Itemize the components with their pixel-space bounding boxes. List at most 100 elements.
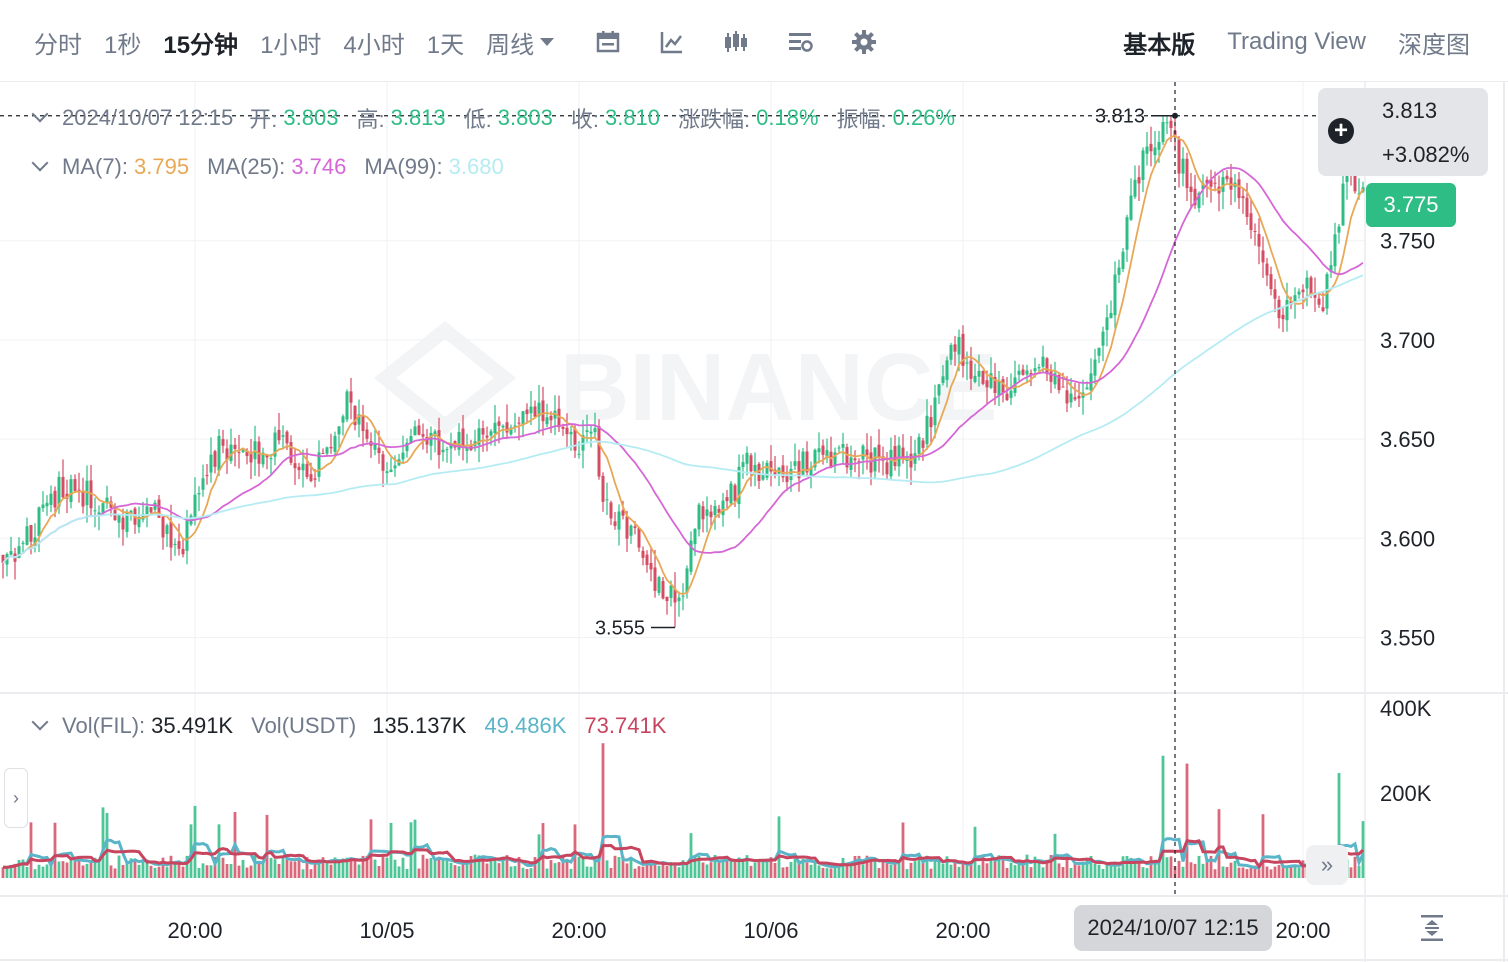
volume-bar (489, 857, 493, 878)
scroll-to-latest-button[interactable]: » (1306, 845, 1348, 885)
vol-fil-label: Vol(FIL): (62, 713, 146, 738)
candle-body (1117, 267, 1121, 275)
candle-body (649, 562, 653, 570)
volume-bar (913, 861, 917, 878)
gear-icon[interactable] (850, 28, 878, 56)
candle-type-icon[interactable] (722, 28, 750, 56)
volume-bar (1245, 869, 1249, 878)
candle-body (289, 442, 293, 463)
candle-body (529, 406, 533, 414)
candle-body (1085, 387, 1089, 390)
volume-bar (877, 868, 881, 878)
candle-body (169, 521, 173, 548)
volume-bar (757, 859, 761, 878)
volume-bar (1293, 864, 1297, 878)
volume-bar (1185, 763, 1189, 878)
volume-bar (1233, 860, 1237, 878)
volume-bar (617, 856, 621, 878)
volume-bar (133, 859, 137, 878)
collapse-ohlc-chevron-icon[interactable] (31, 105, 49, 123)
interval-dropdown-chevron-icon[interactable] (540, 38, 555, 46)
volume-bar (1337, 773, 1341, 878)
volume-bar (1201, 863, 1205, 878)
volume-bar (629, 857, 633, 878)
candle-body (1181, 158, 1185, 174)
candle-body (409, 436, 413, 443)
volume-bar (365, 855, 369, 878)
ma99-label: MA(99): (364, 154, 443, 179)
volume-bar (965, 865, 969, 878)
candle-body (1329, 265, 1333, 273)
candle-body (965, 362, 969, 364)
crosshair-time-label: 2024/10/07 12:15 (1074, 905, 1272, 951)
candle-body (1249, 213, 1253, 231)
interval-4h[interactable]: 4小时 (343, 31, 405, 59)
candle-body (825, 450, 829, 458)
layout-settings-icon[interactable] (786, 28, 814, 56)
interval-1d[interactable]: 1天 (426, 31, 465, 59)
volume-bar (857, 855, 861, 878)
volume-bar (237, 865, 241, 878)
volume-bar (725, 859, 729, 878)
candle-body (201, 478, 205, 490)
candle-body (521, 411, 525, 426)
volume-bar (1213, 869, 1217, 878)
candle-body (229, 444, 233, 462)
candle-body (365, 429, 369, 439)
candle-body (1265, 263, 1269, 276)
interval-15m[interactable]: 15分钟 (163, 31, 239, 59)
add-order-plus-icon[interactable]: + (1328, 118, 1354, 144)
view-basic[interactable]: 基本版 (1123, 31, 1196, 59)
candle-body (437, 430, 441, 456)
volume-bar (297, 858, 301, 878)
candle-body (237, 452, 241, 454)
candle-body (953, 344, 957, 352)
volume-bar (977, 865, 981, 878)
indicator-icon[interactable] (658, 28, 686, 56)
volume-bar (1117, 867, 1121, 878)
view-depth-chart[interactable]: 深度图 (1398, 31, 1470, 59)
volume-bar (1153, 859, 1157, 878)
ma-legend: MA(7): 3.795 MA(25): 3.746 MA(99): 3.680 (31, 154, 522, 180)
volume-bar (1, 867, 5, 878)
collapse-volume-chevron-icon[interactable] (31, 713, 49, 731)
candle-body (1097, 347, 1101, 356)
candle-body (413, 426, 417, 436)
interval-time-sharing[interactable]: 分时 (34, 31, 82, 59)
volume-bar (1265, 866, 1269, 878)
candle-body (41, 504, 45, 509)
candle-body (617, 511, 621, 530)
vol-ma2-value: 73.741K (584, 713, 667, 738)
candle-body (869, 452, 873, 473)
volume-bar (953, 862, 957, 878)
candlestick-chart[interactable]: BINANCE 3.750 3.700 3.650 3.600 3.550 20:00 10/… (0, 82, 1508, 962)
candle-body (605, 499, 609, 501)
candle-body (1133, 179, 1137, 197)
volume-bar (1145, 868, 1149, 878)
calendar-icon[interactable] (594, 28, 622, 56)
volume-bar (685, 864, 689, 878)
fit-chart-icon[interactable] (1416, 912, 1448, 944)
candle-body (709, 511, 713, 518)
candle-body (585, 430, 589, 433)
candle-body (53, 490, 57, 508)
candle-body (557, 408, 561, 428)
expand-sidebar-button[interactable]: › (4, 768, 28, 828)
candle-body (25, 526, 29, 545)
collapse-ma-chevron-icon[interactable] (31, 154, 49, 172)
price-tick-label: 3.600 (1380, 526, 1435, 551)
candle-body (153, 502, 157, 510)
interval-1w[interactable]: 周线 (486, 31, 535, 59)
volume-bar (121, 864, 125, 878)
volume-bar (453, 865, 457, 878)
amplitude-value: 0.26% (892, 105, 956, 130)
volume-bar (1261, 814, 1265, 878)
last-price-label: 3.775 (1366, 183, 1456, 227)
candle-body (717, 508, 721, 513)
candle-body (837, 447, 841, 449)
interval-1h[interactable]: 1小时 (260, 31, 322, 59)
candle-body (517, 422, 521, 424)
candle-body (941, 376, 945, 383)
interval-1s[interactable]: 1秒 (104, 31, 142, 59)
view-tradingview[interactable]: Trading View (1227, 28, 1366, 55)
